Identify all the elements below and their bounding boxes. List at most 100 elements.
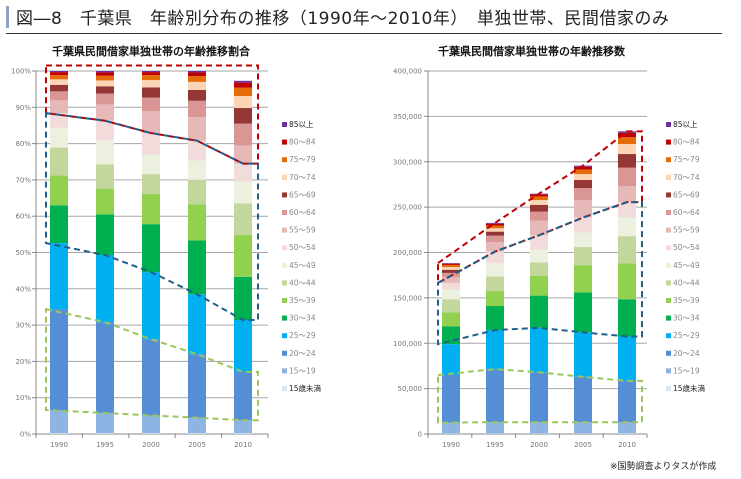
chart-title-percent: 千葉県民間借家単独世帯の年齢推移割合 xyxy=(52,45,250,58)
bar-segment-1995-65～69 xyxy=(486,231,504,236)
bar-segment-2000-70～74 xyxy=(530,200,548,205)
bar-segment-1990-25～29 xyxy=(50,243,68,310)
legend-swatch xyxy=(666,298,671,303)
bar-segment-2005-70～74 xyxy=(188,81,206,90)
bar-segment-2000-60～64 xyxy=(142,97,160,112)
bar-segment-1990-30～34 xyxy=(50,205,68,244)
x-tick-label: 1995 xyxy=(96,441,114,449)
bar-segment-1995-80～84 xyxy=(96,72,114,76)
legend-swatch xyxy=(282,298,287,303)
annotation-outline-middle xyxy=(45,111,259,322)
legend-swatch xyxy=(282,174,287,180)
bar-segment-2000-85以上 xyxy=(142,71,160,73)
bar-segment-1995-40～44 xyxy=(96,164,114,189)
bar-segment-1990-70～74 xyxy=(442,267,460,270)
bar-segment-2005-50～54 xyxy=(574,217,592,233)
bar-segment-1995-45～49 xyxy=(486,262,504,277)
bar-segment-2010-30～34 xyxy=(618,299,636,337)
bar-segment-1995-30～34 xyxy=(486,306,504,331)
bar-segment-2005-30～34 xyxy=(574,292,592,333)
legend-swatch xyxy=(666,368,671,374)
bar-segment-1995-60～64 xyxy=(96,93,114,105)
bar-segment-1995-70～74 xyxy=(96,80,114,87)
bar-segment-1990-70～74 xyxy=(50,79,68,85)
bar-segment-1990-75～79 xyxy=(50,74,68,80)
bar-segment-1990-35～39 xyxy=(50,175,68,206)
bar-segment-2005-15～19 xyxy=(574,422,592,434)
bar-segment-2010-20～24 xyxy=(618,380,636,423)
bar-segment-2010-15～19 xyxy=(618,422,636,434)
bar-segment-1995-65～69 xyxy=(96,86,114,94)
legend-swatch xyxy=(666,315,671,321)
bar-segment-1995-40～44 xyxy=(486,276,504,292)
legend-label: 35～39 xyxy=(289,296,316,305)
legend-label: 15～19 xyxy=(289,366,316,375)
source-note: ※国勢調査よりタスが作成 xyxy=(610,462,717,472)
bar-segment-2010-80～84 xyxy=(234,82,252,88)
legend-swatch xyxy=(666,333,671,339)
legend-swatch xyxy=(666,262,671,268)
legend-label: 75～79 xyxy=(289,155,316,164)
bar-segment-1990-55～59 xyxy=(442,277,460,283)
bar-segment-1995-25～29 xyxy=(486,330,504,370)
annotation-outline-young xyxy=(45,307,259,422)
bar-segment-2000-70～74 xyxy=(142,80,160,88)
bar-segment-2000-75～79 xyxy=(530,196,548,201)
legend-label: 15～19 xyxy=(673,366,700,375)
bar-segment-2005-40～44 xyxy=(574,247,592,266)
bar-segment-2000-15歳未満 xyxy=(142,433,160,434)
legend-swatch xyxy=(282,333,287,339)
bar-segment-1990-85以上 xyxy=(50,71,68,73)
bar-segment-2000-20～24 xyxy=(142,339,160,416)
bar-segment-2005-45～49 xyxy=(188,160,206,180)
bar-segment-1990-15歳未満 xyxy=(50,433,68,434)
legend-label: 20～24 xyxy=(289,349,316,358)
legend: 85以上 80～84 75～79 70～74 65～69 60～64 55～59 50～54 4… xyxy=(282,120,322,393)
bar-segment-2010-75～79 xyxy=(618,137,636,145)
y-tick-label: 350,000 xyxy=(393,113,422,121)
y-tick-label: 100,000 xyxy=(393,340,422,348)
bar-segment-1995-85以上 xyxy=(486,222,504,224)
bar-segment-2010-25～29 xyxy=(618,336,636,381)
bar-segment-2010-60～64 xyxy=(618,167,636,187)
legend-label: 55～59 xyxy=(289,226,316,235)
legend-label: 20～24 xyxy=(673,349,700,358)
bar-segment-1995-55～59 xyxy=(96,104,114,121)
bar-segment-2000-80～84 xyxy=(142,72,160,75)
y-tick-label: 50,000 xyxy=(398,385,423,393)
bar-segment-2005-35～39 xyxy=(188,204,206,241)
x-tick-label: 2010 xyxy=(234,441,252,449)
chart-title-count: 千葉県民間借家単独世帯の年齢推移数 xyxy=(438,45,625,58)
legend-label: 50～54 xyxy=(289,243,316,252)
bar-segment-2010-15歳未満 xyxy=(618,433,636,434)
bar-segment-1995-50～54 xyxy=(96,120,114,141)
bar-segment-1990-65～69 xyxy=(50,84,68,92)
bar-segment-2010-65～69 xyxy=(618,154,636,168)
title-divider xyxy=(6,33,722,34)
y-tick-label: 50% xyxy=(15,249,31,257)
y-tick-label: 20% xyxy=(15,358,31,366)
annotation-outline-young xyxy=(437,368,643,424)
bar-segment-1990-85以上 xyxy=(442,263,460,264)
bar-segment-1995-60～64 xyxy=(486,235,504,243)
percent-chart: 0% 10% 20% 30% 40% 50% 60% 70% 80% 90% 100% 1990 199… xyxy=(11,64,322,449)
bar-segment-2000-25～29 xyxy=(142,272,160,340)
bar-segment-2000-65～69 xyxy=(142,87,160,98)
bar-segment-2000-60～64 xyxy=(530,211,548,221)
legend-swatch xyxy=(666,245,671,251)
legend-swatch xyxy=(666,157,671,163)
bar-segment-2005-55～59 xyxy=(574,200,592,218)
bar-segment-2010-40～44 xyxy=(234,203,252,236)
page-title: 図―8 千葉県 年齢別分布の推移（1990年～2010年） 単独世帯、民間借家の… xyxy=(16,9,670,29)
count-chart: 0 50,000 100,000 150,000 200,000 250,000 300,0… xyxy=(393,68,705,450)
bar-segment-2010-65～69 xyxy=(234,108,252,124)
annotation-outline-middle xyxy=(437,201,643,346)
bar-segment-1995-20～24 xyxy=(96,322,114,413)
bar-segment-1995-55～59 xyxy=(486,242,504,252)
bar-segment-2000-25～29 xyxy=(530,327,548,373)
title-accent-bar xyxy=(6,6,9,28)
bar-segment-1990-45～49 xyxy=(50,127,68,148)
bar-segment-2000-15～19 xyxy=(530,422,548,434)
legend-label: 65～69 xyxy=(289,190,316,199)
bar-segment-2000-55～59 xyxy=(530,220,548,236)
